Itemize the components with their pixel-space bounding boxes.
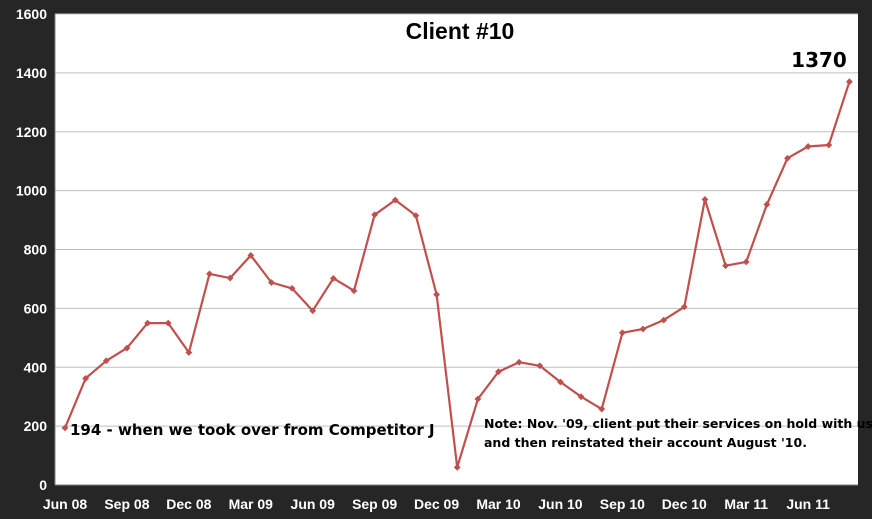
grid-lines [55, 13, 858, 427]
data-point [825, 141, 833, 149]
data-point [433, 291, 440, 298]
y-tick-label: 600 [24, 300, 48, 316]
axes: 0 200 400 600 800 1000 1200 1400 1600 Jun 08 Sep 0… [16, 6, 858, 512]
data-point [784, 154, 791, 162]
y-tick-label: 200 [24, 418, 48, 434]
y-tick-label: 1000 [16, 183, 47, 199]
x-tick-label: Mar 09 [229, 496, 274, 512]
data-point [268, 279, 275, 286]
data-point [577, 393, 585, 401]
chart-title: Client #10 [406, 18, 515, 44]
end-value-label: 1370 [791, 48, 847, 72]
y-tick-label: 1400 [16, 65, 47, 81]
data-point [288, 284, 296, 292]
x-tick-label: Sep 08 [104, 496, 149, 512]
data-point [61, 424, 69, 432]
x-tick-label: Jun 10 [538, 496, 583, 512]
data-point [722, 262, 729, 270]
data-point [680, 303, 688, 311]
data-point [206, 270, 213, 278]
x-tick-label: Sep 09 [352, 496, 397, 512]
data-point [742, 258, 750, 266]
data-point [247, 251, 255, 259]
data-point [82, 375, 90, 382]
x-tick-label: Jun 11 [786, 496, 830, 512]
x-tick-label: Sep 10 [600, 496, 645, 512]
data-point [557, 378, 564, 386]
y-tick-label: 800 [24, 242, 48, 258]
x-tick-label: Mar 11 [724, 496, 768, 512]
x-tick-label: Mar 10 [476, 496, 521, 512]
data-point [495, 368, 502, 376]
data-point [350, 287, 358, 295]
data-point [391, 196, 399, 204]
data-point [515, 358, 523, 366]
data-point [804, 143, 812, 150]
data-point [226, 274, 234, 282]
data-point [618, 329, 626, 337]
x-tick-label: Dec 08 [166, 496, 211, 512]
data-point [185, 349, 193, 356]
data-point [309, 307, 317, 315]
data-point [846, 78, 853, 86]
note-line-2: and then reinstated their account August… [484, 435, 807, 450]
data-point [701, 196, 709, 203]
series-points [61, 78, 853, 471]
note-line-1: Note: Nov. '09, client put their service… [484, 416, 872, 431]
y-tick-label: 1200 [16, 124, 47, 140]
y-tick-label: 400 [24, 359, 48, 375]
data-point [763, 201, 771, 208]
x-tick-label: Dec 09 [414, 496, 459, 512]
x-tick-label: Dec 10 [662, 496, 707, 512]
data-point [123, 344, 131, 352]
x-tick-label: Jun 09 [291, 496, 336, 512]
data-point [453, 463, 461, 471]
data-point [329, 274, 337, 282]
data-point [536, 362, 544, 370]
x-tick-label: Jun 08 [43, 496, 88, 512]
data-point [164, 319, 172, 327]
data-point [371, 211, 379, 219]
data-point [660, 316, 668, 324]
data-point [598, 405, 606, 413]
data-point [474, 395, 482, 403]
y-tick-label: 0 [39, 477, 47, 493]
data-point [102, 357, 110, 365]
start-annotation: 194 - when we took over from Competitor … [70, 421, 435, 439]
y-tick-label: 1600 [16, 6, 47, 22]
data-point [412, 212, 420, 220]
data-point [639, 325, 647, 333]
data-point [144, 319, 151, 327]
